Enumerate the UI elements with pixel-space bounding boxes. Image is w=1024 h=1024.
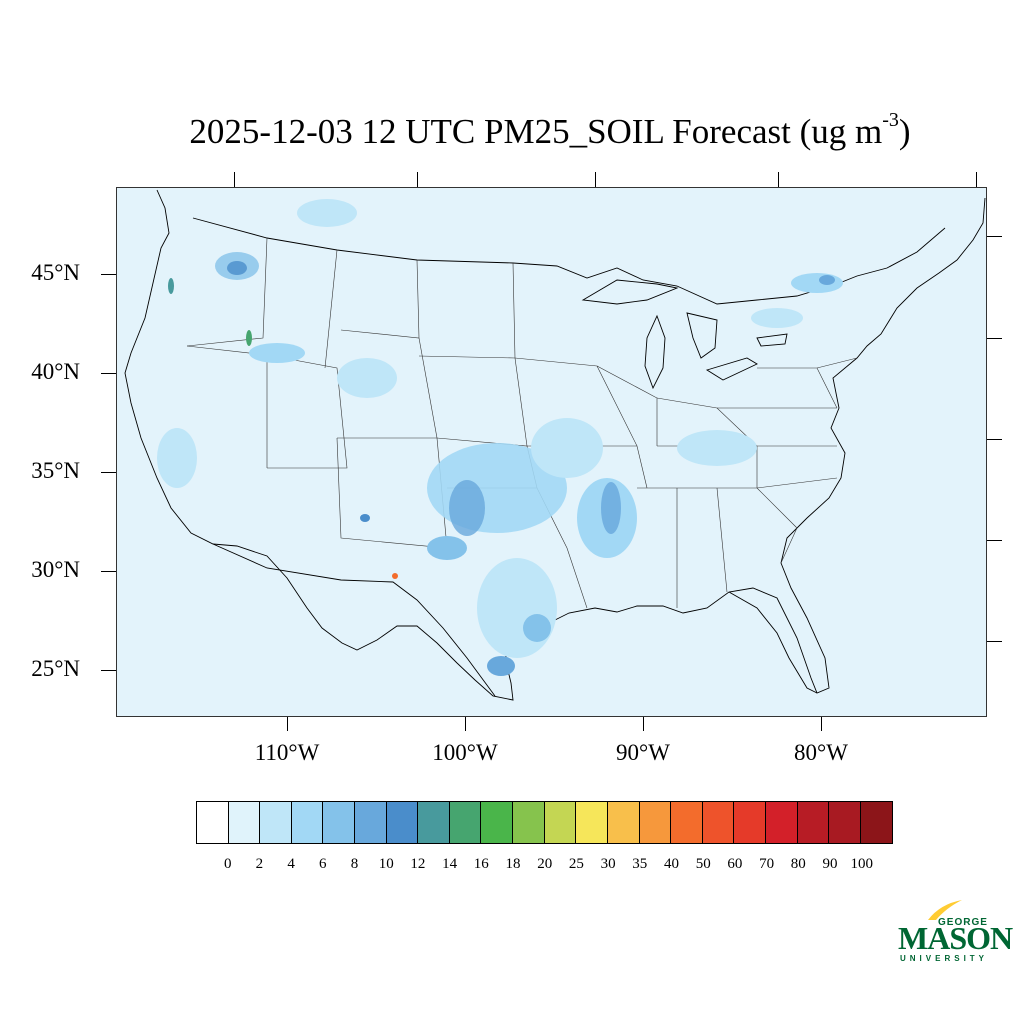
mexico-border — [212, 543, 496, 697]
colorbar-box — [734, 802, 766, 843]
lon-label-90w: 90°W — [616, 740, 670, 765]
colorbar — [196, 801, 894, 844]
colorbar-box — [544, 802, 577, 843]
colorbar-label: 12 — [410, 856, 426, 872]
logo-mason: MASON — [898, 920, 1013, 956]
lake-huron — [686, 312, 718, 359]
lake-erie — [705, 357, 758, 381]
colorbar-label: 8 — [350, 856, 359, 872]
colorbar-box — [197, 802, 229, 843]
lon-label-110w: 110°W — [254, 740, 320, 765]
lat-label-45n: 45°N — [31, 260, 80, 285]
colorbar-box — [829, 802, 861, 843]
colorbar-label: 2 — [255, 856, 264, 872]
lat-label-30n: 30°N — [31, 557, 80, 582]
colorbar-label: 25 — [568, 856, 584, 872]
lat-label-40n: 40°N — [31, 359, 80, 384]
concentration-shading — [157, 199, 843, 676]
colorbar-label: 80 — [790, 856, 806, 872]
logo-flame-icon — [928, 900, 962, 920]
colorbar-label: 10 — [378, 856, 394, 872]
forecast-map — [116, 187, 987, 717]
lake-ontario — [756, 333, 788, 347]
colorbar-label: 4 — [287, 856, 295, 872]
land-outlines — [124, 189, 986, 701]
logo-university: UNIVERSITY — [900, 954, 989, 963]
lake-superior — [581, 279, 679, 305]
colorbar-label: 40 — [664, 856, 679, 872]
colorbar-label: 6 — [319, 856, 327, 872]
map-canvas — [124, 189, 986, 701]
coastline — [124, 189, 986, 701]
colorbar-box — [449, 802, 482, 843]
lon-label-80w: 80°W — [794, 740, 848, 765]
title-close: ) — [898, 112, 911, 151]
colorbar-box — [797, 802, 830, 843]
colorbar-box — [639, 802, 672, 843]
colorbar-box — [291, 802, 324, 843]
colorbar-box — [765, 802, 798, 843]
canada-border — [192, 217, 946, 305]
colorbar-label: 100 — [850, 856, 873, 872]
colorbar-label: 60 — [727, 856, 743, 872]
colorbar-label: 90 — [822, 856, 838, 872]
colorbar-box — [860, 802, 893, 843]
lake-michigan — [644, 314, 666, 390]
colorbar-box — [481, 802, 514, 843]
colorbar-box — [228, 802, 261, 843]
colorbar-box — [607, 802, 640, 843]
colorbar-label: 18 — [505, 856, 521, 872]
lat-label-35n: 35°N — [31, 458, 80, 483]
colorbar-label: 14 — [442, 856, 458, 872]
colorbar-box — [418, 802, 450, 843]
colorbar-box — [513, 802, 545, 843]
colorbar-label: 20 — [537, 856, 553, 872]
colorbar-label: 16 — [473, 856, 489, 872]
logo-george: GEORGE — [938, 917, 988, 928]
state-borders — [186, 237, 858, 609]
colorbar-box — [323, 802, 356, 843]
colorbar-label: 35 — [632, 856, 648, 872]
colorbar-label: 70 — [759, 856, 775, 872]
lat-label-25n: 25°N — [31, 656, 80, 681]
colorbar-label: 50 — [695, 856, 711, 872]
colorbar-box — [260, 802, 292, 843]
florida — [728, 591, 818, 694]
gmu-logo: GEORGE MASON UNIVERSITY — [898, 898, 1013, 968]
colorbar-label: 0 — [223, 856, 232, 872]
colorbar-box — [386, 802, 419, 843]
colorbar-box — [671, 802, 703, 843]
title-text: 2025-12-03 12 UTC PM25_SOIL Forecast (ug… — [189, 112, 883, 151]
map-title: 2025-12-03 12 UTC PM25_SOIL Forecast (ug… — [0, 109, 1024, 152]
colorbar-box — [576, 802, 608, 843]
colorbar-box — [702, 802, 735, 843]
colorbar-box — [355, 802, 387, 843]
colorbar-label: 30 — [600, 856, 616, 872]
title-superscript: -3 — [882, 109, 899, 132]
lon-label-100w: 100°W — [432, 740, 498, 765]
